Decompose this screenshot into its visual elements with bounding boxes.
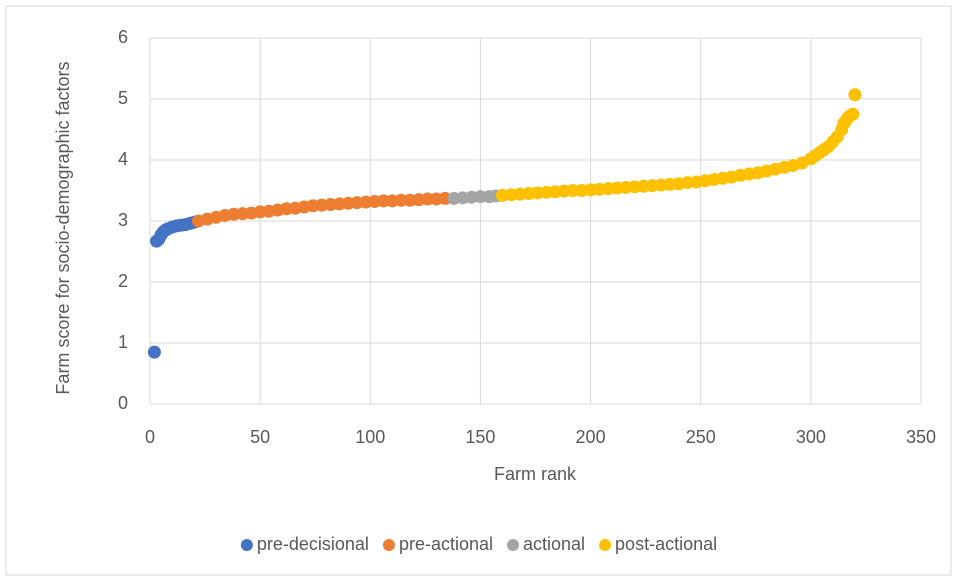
- chart-border: [5, 5, 952, 576]
- x-tick-label: 200: [576, 427, 606, 447]
- y-tick-label: 6: [118, 27, 128, 47]
- legend-label: pre-decisional: [257, 534, 369, 554]
- x-tick-label: 350: [906, 427, 936, 447]
- point: [848, 88, 862, 102]
- legend-marker: [382, 539, 395, 551]
- y-tick-label: 1: [118, 332, 128, 352]
- legend-label: pre-actional: [399, 534, 493, 554]
- x-tick-label: 150: [465, 427, 495, 447]
- x-tick-label: 250: [686, 427, 716, 447]
- legend-marker: [507, 539, 520, 551]
- x-tick-label: 100: [355, 427, 385, 447]
- legend-marker: [240, 539, 253, 551]
- x-tick-label: 300: [796, 427, 826, 447]
- x-axis-title: Farm rank: [494, 464, 577, 484]
- point: [147, 345, 161, 359]
- y-tick-label: 5: [118, 88, 128, 108]
- y-tick-label: 4: [118, 149, 128, 169]
- legend-label: actional: [523, 534, 585, 554]
- point: [846, 107, 860, 121]
- legend-marker: [599, 539, 612, 551]
- y-tick-label: 0: [118, 393, 128, 413]
- x-tick-label: 50: [250, 427, 270, 447]
- legend-label: post-actional: [615, 534, 717, 554]
- y-axis-title: Farm score for socio-demographic factors: [53, 61, 73, 394]
- x-tick-label: 0: [145, 427, 155, 447]
- y-tick-label: 2: [118, 271, 128, 291]
- y-tick-label: 3: [118, 210, 128, 230]
